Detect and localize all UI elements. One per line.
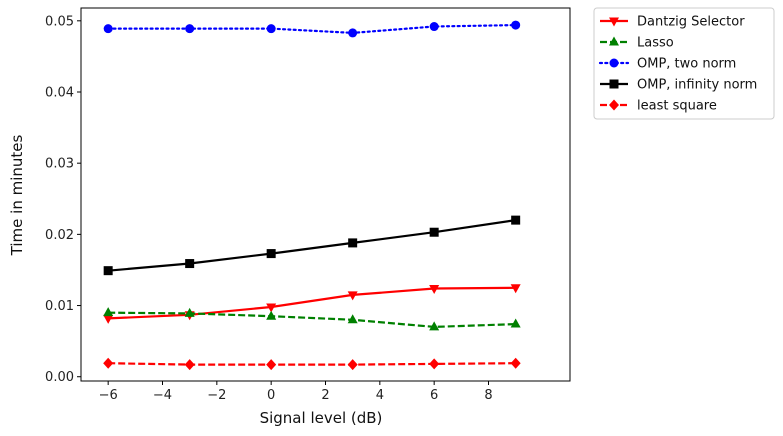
- legend-label: OMP, infinity norm: [637, 78, 757, 93]
- data-point-omp-infinity-norm: [511, 215, 521, 225]
- x-tick-label: 0: [267, 388, 275, 403]
- data-point-omp-two-norm: [429, 22, 439, 32]
- data-point-dantzig-selector: [510, 284, 521, 294]
- legend-marker-least-square: [609, 99, 619, 111]
- series-omp-infinity-norm: [103, 215, 521, 276]
- data-point-lasso: [266, 310, 277, 320]
- legend-label: OMP, two norm: [637, 57, 736, 72]
- y-axis-ticks: 0.00 0.01 0.02 0.03 0.04 0.05: [45, 14, 81, 385]
- legend-label: Lasso: [637, 36, 674, 51]
- x-tick-label: −4: [153, 388, 172, 403]
- legend-item-least-square: least square: [600, 99, 717, 114]
- data-point-omp-infinity-norm: [185, 259, 195, 269]
- series-line-omp-infinity-norm: [108, 219, 516, 272]
- data-point-least-square: [184, 359, 195, 371]
- legend-frame: [593, 7, 775, 120]
- series-lasso: [103, 307, 521, 331]
- x-tick-label: −2: [207, 388, 226, 403]
- data-point-omp-infinity-norm: [348, 238, 358, 248]
- legend-marker-dantzig-selector: [609, 17, 619, 27]
- legend-item-omp-two-norm: OMP, two norm: [598, 57, 736, 72]
- x-axis-label: Signal level (dB): [260, 409, 383, 427]
- legend-item-lasso: Lasso: [600, 36, 674, 51]
- data-point-omp-two-norm: [348, 28, 358, 38]
- data-point-least-square: [510, 357, 521, 369]
- series-least-square: [103, 357, 521, 371]
- data-point-dantzig-selector: [266, 303, 277, 313]
- data-point-lasso: [510, 318, 521, 328]
- data-point-least-square: [103, 357, 114, 369]
- data-point-least-square: [266, 359, 277, 371]
- y-tick-label: 0.00: [45, 370, 74, 385]
- data-point-omp-infinity-norm: [429, 227, 439, 237]
- series-omp-two-norm: [103, 20, 521, 38]
- data-point-lasso: [184, 307, 195, 317]
- legend-marker-omp-two-norm: [609, 58, 619, 68]
- data-point-lasso: [103, 307, 114, 317]
- data-point-least-square: [429, 358, 440, 370]
- y-tick-label: 0.02: [45, 228, 74, 243]
- legend: Dantzig Selector Lasso OMP, two norm OMP, i…: [593, 7, 775, 120]
- series-line-omp-two-norm: [107, 24, 517, 35]
- y-tick-label: 0.04: [45, 85, 74, 100]
- plot-area: [103, 20, 521, 371]
- x-axis-ticks: −6 −4 −2 0 2 4 6 8: [99, 381, 493, 403]
- x-tick-label: 4: [376, 388, 384, 403]
- legend-label: Dantzig Selector: [637, 15, 745, 30]
- legend-item-omp-infinity-norm: OMP, infinity norm: [600, 78, 757, 93]
- data-point-least-square: [347, 359, 358, 371]
- series-line-dantzig-selector: [108, 286, 516, 320]
- y-axis-label: Time in minutes: [8, 134, 26, 256]
- legend-marker-omp-infinity-norm: [609, 79, 619, 89]
- data-point-lasso: [347, 314, 358, 324]
- data-point-omp-two-norm: [266, 24, 276, 34]
- y-tick-label: 0.05: [45, 14, 74, 29]
- legend-label: least square: [637, 99, 717, 114]
- legend-marker-lasso: [609, 36, 619, 46]
- data-point-omp-two-norm: [103, 24, 113, 34]
- data-point-omp-two-norm: [185, 24, 195, 34]
- data-point-dantzig-selector: [429, 284, 440, 294]
- x-tick-label: −6: [99, 388, 118, 403]
- legend-item-dantzig-selector: Dantzig Selector: [600, 15, 745, 30]
- series-line-lasso: [108, 311, 516, 328]
- y-tick-label: 0.03: [45, 157, 74, 172]
- series-line-least-square: [108, 362, 516, 366]
- data-point-omp-infinity-norm: [266, 249, 276, 259]
- x-tick-label: 8: [484, 388, 492, 403]
- data-point-omp-infinity-norm: [103, 266, 113, 276]
- data-point-lasso: [429, 321, 440, 331]
- data-point-dantzig-selector: [347, 291, 358, 301]
- x-tick-label: 2: [321, 388, 329, 403]
- x-tick-label: 6: [430, 388, 438, 403]
- y-tick-label: 0.01: [45, 299, 74, 314]
- data-point-dantzig-selector: [103, 314, 114, 324]
- data-point-omp-two-norm: [511, 20, 521, 30]
